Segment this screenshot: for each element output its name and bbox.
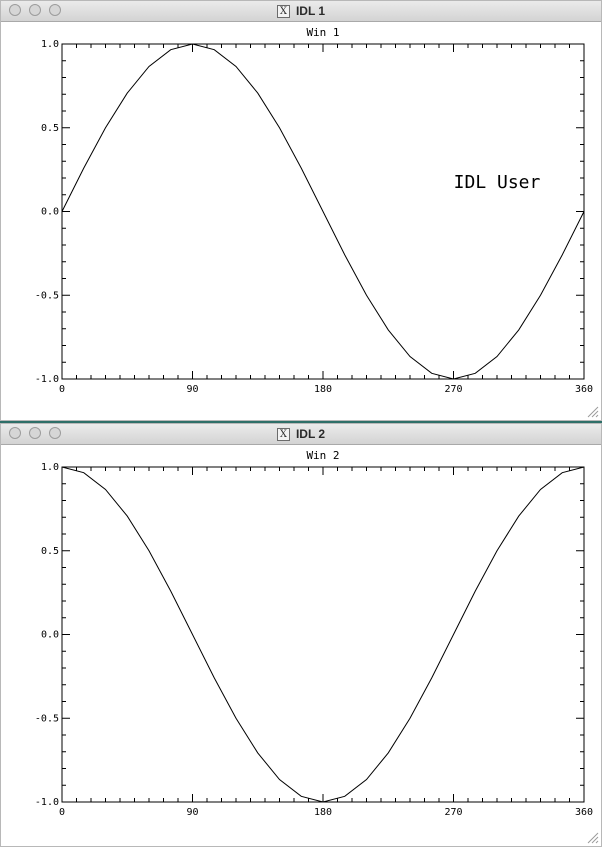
resize-grip-icon[interactable] (587, 832, 599, 844)
window-title: IDL 2 (295, 427, 326, 441)
y-tick-label: -0.5 (35, 713, 59, 724)
x11-icon: X (276, 427, 290, 441)
x-tick-label: 360 (575, 807, 593, 818)
x-tick-label: 0 (59, 807, 65, 818)
y-tick-label: 0.0 (41, 207, 59, 218)
close-button[interactable] (9, 4, 21, 16)
series-line-0 (61, 43, 585, 380)
x-tick-label: 90 (186, 807, 198, 818)
plot-area: Win 2 0 90 180 270 360 -1.0 -0.5 0.0 0.5 1.0 (35, 449, 593, 818)
y-tick-label: -1.0 (35, 374, 59, 385)
y-tick-label: 0.0 (41, 630, 59, 641)
minimize-button[interactable] (29, 4, 41, 16)
minimize-button[interactable] (29, 427, 41, 439)
resize-grip-icon[interactable] (587, 406, 599, 418)
y-tick-label: 1.0 (41, 462, 59, 473)
y-tick-label: -1.0 (35, 797, 59, 808)
x-tick-label: 360 (575, 384, 593, 395)
window-title: IDL 1 (295, 4, 326, 18)
x-tick-label: 0 (59, 384, 65, 395)
y-tick-label: 1.0 (41, 39, 59, 50)
title-bar[interactable]: X IDL 2 (1, 424, 601, 445)
zoom-button[interactable] (49, 427, 61, 439)
close-button[interactable] (9, 427, 21, 439)
title-bar[interactable]: X IDL 1 (1, 1, 601, 22)
x11-icon: X (276, 4, 290, 18)
axes-frame (61, 466, 585, 803)
x-tick-label: 180 (314, 807, 332, 818)
x-tick-label: 90 (186, 384, 198, 395)
x-tick-label: 180 (314, 384, 332, 395)
zoom-button[interactable] (49, 4, 61, 16)
idl-window-2[interactable]: X IDL 2 Win 2 0 90 180 270 360 -1.0 -0.5 0.0 0.5… (0, 423, 602, 847)
plot-title: Win 2 (306, 449, 339, 462)
plot-area: Win 1 0 90 180 270 360 -1.0 -0.5 0.0 0.5 1.0 IDL U… (35, 26, 593, 395)
idl-window-1[interactable]: X IDL 1 Win 1 0 90 180 270 360 -1.0 -0.5 0.0 0.5… (0, 0, 602, 421)
x-tick-label: 270 (444, 807, 462, 818)
y-tick-label: -0.5 (35, 290, 59, 301)
x-tick-label: 270 (444, 384, 462, 395)
plot-title: Win 1 (306, 26, 339, 39)
y-tick-label: 0.5 (41, 546, 59, 557)
y-tick-label: 0.5 (41, 123, 59, 134)
series-line-0 (61, 466, 585, 803)
annotation-text: IDL User (454, 172, 541, 193)
